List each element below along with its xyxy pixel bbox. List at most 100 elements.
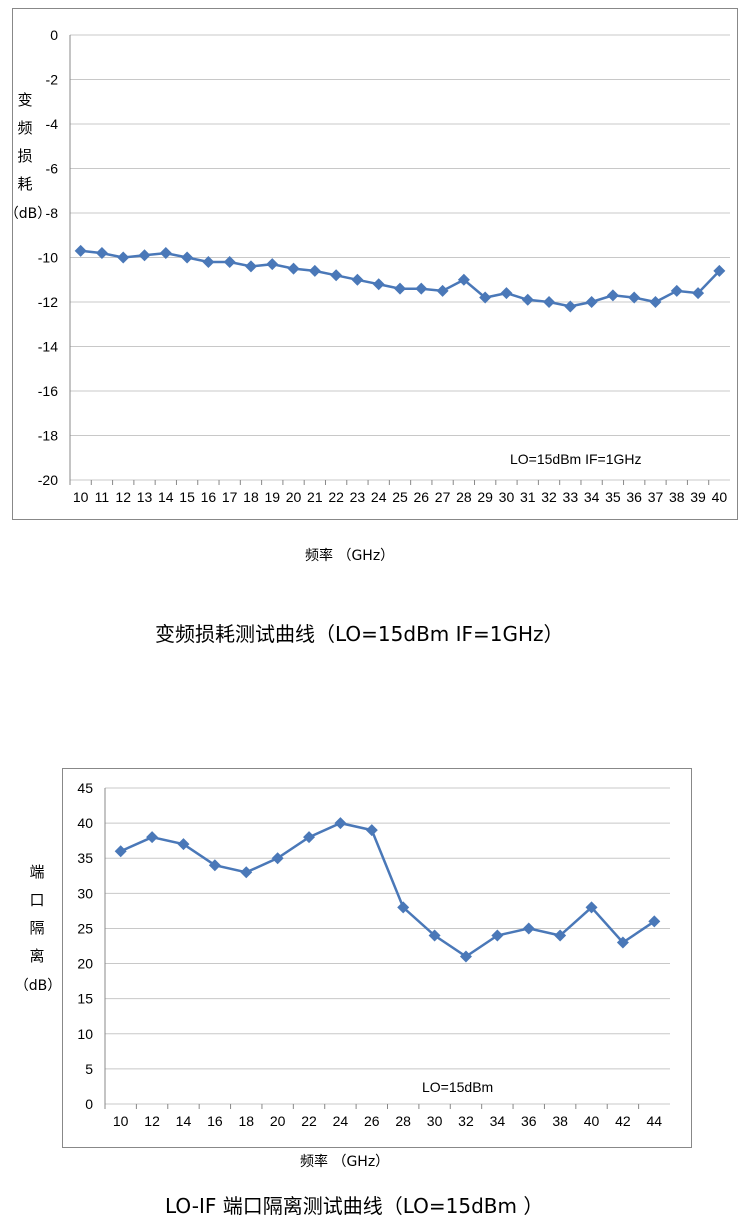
data-point xyxy=(648,915,661,928)
x-tick-label: 31 xyxy=(520,489,536,505)
data-point xyxy=(670,284,683,297)
chart2-ylabel-char: 端 xyxy=(29,863,45,881)
x-tick-label: 12 xyxy=(115,489,131,505)
data-point xyxy=(372,278,385,291)
data-point xyxy=(479,291,492,304)
y-tick-label: -18 xyxy=(38,428,58,444)
data-point xyxy=(543,296,556,308)
data-point xyxy=(159,247,172,260)
data-point xyxy=(351,273,364,286)
x-tick-label: 29 xyxy=(477,489,493,505)
y-tick-label: -2 xyxy=(46,72,59,88)
x-tick-label: 15 xyxy=(179,489,195,505)
data-point xyxy=(365,824,378,837)
x-tick-label: 28 xyxy=(395,1113,411,1129)
data-point xyxy=(616,936,629,949)
x-tick-label: 40 xyxy=(584,1113,600,1129)
y-tick-label: 10 xyxy=(77,1026,93,1042)
x-tick-label: 37 xyxy=(648,489,664,505)
data-point xyxy=(628,291,641,304)
x-tick-label: 22 xyxy=(301,1113,317,1129)
x-tick-label: 40 xyxy=(712,489,728,505)
x-tick-label: 38 xyxy=(552,1113,568,1129)
x-tick-label: 17 xyxy=(222,489,238,505)
data-point xyxy=(521,293,534,306)
data-point xyxy=(74,244,87,257)
x-tick-label: 24 xyxy=(333,1113,349,1129)
data-point xyxy=(117,251,130,264)
chart2-ylabel-char: 离 xyxy=(29,947,45,965)
data-point xyxy=(287,262,300,275)
y-tick-label: 5 xyxy=(85,1061,93,1077)
data-point xyxy=(138,249,151,262)
x-tick-label: 16 xyxy=(201,489,217,505)
x-tick-label: 35 xyxy=(605,489,621,505)
x-tick-label: 14 xyxy=(158,489,174,505)
data-point xyxy=(585,901,598,914)
data-point xyxy=(208,859,221,872)
x-tick-label: 11 xyxy=(95,489,110,505)
x-tick-label: 12 xyxy=(144,1113,160,1129)
y-tick-label: 0 xyxy=(50,27,58,43)
y-tick-label: -6 xyxy=(46,161,59,177)
chart2-xlabel: 频率 （GHz） xyxy=(300,1154,390,1170)
series-line xyxy=(120,821,655,959)
x-tick-label: 19 xyxy=(264,489,280,505)
x-tick-label: 36 xyxy=(521,1113,537,1129)
x-tick-label: 42 xyxy=(615,1113,631,1129)
chart1-ylabel-char: 频 xyxy=(17,119,33,137)
chart2-yunit: （dB） xyxy=(14,978,62,994)
x-tick-label: 30 xyxy=(427,1113,443,1129)
y-tick-label: -16 xyxy=(38,383,58,399)
chart-annotation: LO=15dBm xyxy=(422,1079,493,1095)
data-point xyxy=(522,922,535,935)
y-tick-label: -8 xyxy=(46,205,59,221)
x-tick-label: 36 xyxy=(626,489,642,505)
chart1-ylabel-char: 耗 xyxy=(17,175,33,193)
x-tick-label: 27 xyxy=(435,489,451,505)
x-tick-label: 18 xyxy=(238,1113,254,1129)
y-tick-label: 25 xyxy=(77,920,93,936)
y-tick-label: 35 xyxy=(77,850,93,866)
y-tick-label: 15 xyxy=(77,991,93,1007)
chart1-ylabel: 变 频 损 耗 xyxy=(10,86,40,198)
data-point xyxy=(649,296,662,308)
data-point xyxy=(713,264,726,277)
x-tick-label: 20 xyxy=(286,489,302,505)
x-tick-label: 39 xyxy=(690,489,706,505)
chart2-ylabel-char: 口 xyxy=(29,891,45,909)
data-point xyxy=(177,838,190,851)
data-point xyxy=(397,901,410,914)
chart-annotation: LO=15dBm IF=1GHz xyxy=(510,451,642,467)
y-tick-label: -12 xyxy=(38,294,58,310)
data-point xyxy=(202,255,215,268)
data-point xyxy=(95,247,108,260)
port-isolation-chart xyxy=(62,768,692,1148)
x-tick-label: 13 xyxy=(137,489,153,505)
chart1-yunit: （dB） xyxy=(4,206,52,222)
x-tick-label: 16 xyxy=(207,1113,223,1129)
data-point xyxy=(271,852,284,865)
x-tick-label: 26 xyxy=(364,1113,380,1129)
data-point xyxy=(244,260,257,273)
y-tick-label: -10 xyxy=(38,250,58,266)
x-tick-label: 14 xyxy=(176,1113,192,1129)
x-tick-label: 28 xyxy=(456,489,472,505)
data-point xyxy=(394,282,406,295)
data-point xyxy=(181,251,194,264)
x-tick-label: 23 xyxy=(350,489,366,505)
y-tick-label: -14 xyxy=(38,339,58,355)
conversion-loss-plot: 0 -2 -4 -6 -8 -10 -12 -14 -16 -18 -20 10 11 12 13 14 15 1… xyxy=(38,27,730,505)
x-tick-label: 32 xyxy=(541,489,557,505)
x-tick-label: 25 xyxy=(392,489,408,505)
x-tick-label: 34 xyxy=(584,489,600,505)
y-tick-label: -4 xyxy=(46,116,59,132)
data-point xyxy=(223,255,236,268)
x-tick-label: 24 xyxy=(371,489,387,505)
chart1-ylabel-char: 损 xyxy=(17,147,33,165)
y-tick-label: -20 xyxy=(38,472,58,488)
data-point xyxy=(428,929,441,942)
x-tick-label: 33 xyxy=(563,489,579,505)
data-point xyxy=(692,287,705,300)
